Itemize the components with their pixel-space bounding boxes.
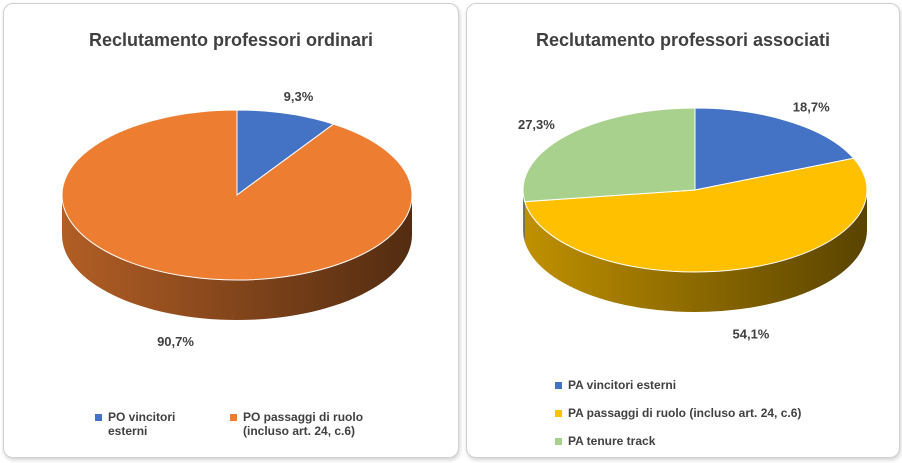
data-label: 27,3% <box>518 117 555 132</box>
data-label: 9,3% <box>284 89 314 104</box>
legend-swatch <box>230 414 237 421</box>
chart-title: Reclutamento professori associati <box>536 30 830 50</box>
pie-slice <box>522 107 696 203</box>
legend-label: PO vincitori esterni <box>108 410 176 438</box>
legend-item: PO passaggi di ruolo (incluso art. 24, c… <box>230 410 395 438</box>
pie-slice <box>236 109 335 196</box>
legend-swatch <box>95 414 102 421</box>
pie-slice <box>61 109 413 281</box>
legend-swatch <box>555 438 562 445</box>
pie-side <box>524 190 867 312</box>
data-label: 90,7% <box>157 334 194 349</box>
legend-swatch <box>555 410 562 417</box>
legend-item: PA vincitori esterni <box>555 378 875 392</box>
legend-label: PA passaggi di ruolo (incluso art. 24, c… <box>568 406 802 420</box>
data-label: 18,7% <box>793 100 830 115</box>
legend-swatch <box>555 382 562 389</box>
pie-slice <box>524 157 868 273</box>
legend-item: PA passaggi di ruolo (incluso art. 24, c… <box>555 406 875 420</box>
legend-label: PA vincitori esterni <box>568 378 677 392</box>
pie-slice <box>694 107 855 191</box>
legend-label: PA tenure track <box>568 434 656 448</box>
legend-item: PO vincitori esterni <box>95 410 216 438</box>
pie-side <box>62 195 412 320</box>
legend-label: PO passaggi di ruolo (incluso art. 24, c… <box>243 410 364 438</box>
pie-side <box>523 190 525 242</box>
data-label: 54,1% <box>733 326 770 341</box>
legend-item: PA tenure track <box>555 434 875 448</box>
legend: PO vincitori esterni PO passaggi di ruolo… <box>95 410 395 438</box>
legend: PA vincitori esterni PA passaggi di ruolo… <box>555 378 875 448</box>
chart-title: Reclutamento professori ordinari <box>89 30 373 50</box>
